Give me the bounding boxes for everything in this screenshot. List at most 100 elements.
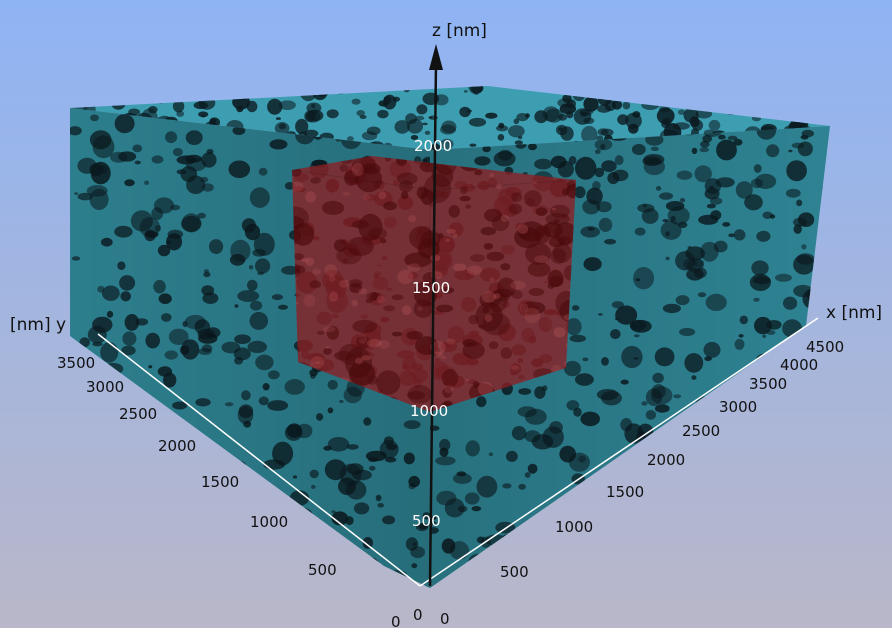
pore bbox=[377, 109, 389, 119]
pore bbox=[632, 111, 641, 118]
pore-highlight bbox=[358, 288, 368, 295]
z-tick-1000: 1000 bbox=[410, 402, 448, 420]
pore-highlight bbox=[378, 191, 387, 200]
pore-highlight bbox=[401, 305, 412, 316]
pore-highlight bbox=[328, 275, 336, 282]
pore-highlight bbox=[481, 291, 496, 303]
z-axis: 0 500 1000 1500 2000 z [nm] bbox=[410, 21, 487, 624]
x-tick-4500: 4500 bbox=[806, 338, 844, 356]
pore bbox=[275, 117, 281, 120]
pore bbox=[431, 164, 454, 188]
pore bbox=[428, 116, 433, 119]
pore bbox=[326, 109, 339, 119]
pore bbox=[562, 94, 572, 103]
pore-highlight bbox=[351, 163, 364, 177]
pore bbox=[468, 314, 479, 325]
pore bbox=[566, 111, 574, 119]
pore-highlight bbox=[524, 307, 540, 324]
z-tick-0: 0 bbox=[413, 606, 423, 624]
pore-highlight bbox=[446, 228, 456, 234]
pore bbox=[513, 118, 520, 125]
y-axis: 0 500 1000 1500 2000 2500 3000 3500 [nm]… bbox=[10, 315, 421, 631]
pore bbox=[542, 106, 560, 122]
pore-highlight bbox=[303, 294, 316, 308]
pore bbox=[583, 117, 595, 125]
pore bbox=[480, 227, 496, 236]
pore bbox=[485, 112, 498, 119]
pore-highlight bbox=[366, 339, 382, 348]
y-tick-2500: 2500 bbox=[119, 405, 157, 423]
x-tick-1000: 1000 bbox=[555, 518, 593, 536]
pore bbox=[407, 390, 426, 400]
pore bbox=[274, 122, 290, 135]
pore bbox=[600, 128, 614, 137]
pore-highlight bbox=[292, 181, 304, 192]
pore bbox=[321, 200, 345, 215]
pore bbox=[346, 236, 374, 257]
x-axis: 0 500 1000 1500 2000 2500 3000 3500 4000… bbox=[419, 303, 882, 628]
pore bbox=[440, 124, 456, 135]
pore bbox=[470, 254, 485, 262]
x-axis-line bbox=[419, 317, 819, 587]
pore-highlight bbox=[305, 257, 315, 266]
pore bbox=[246, 100, 258, 113]
x-tick-0: 0 bbox=[440, 610, 450, 628]
pore bbox=[404, 252, 432, 268]
pore bbox=[356, 110, 365, 117]
pore bbox=[292, 265, 306, 274]
pore bbox=[468, 117, 487, 127]
pore bbox=[347, 136, 354, 142]
pore bbox=[566, 184, 576, 199]
pore bbox=[708, 119, 721, 131]
pore bbox=[348, 279, 363, 288]
pore bbox=[201, 114, 206, 118]
sub-volume-edge bbox=[291, 169, 577, 191]
pore bbox=[491, 215, 510, 232]
pore bbox=[691, 119, 704, 131]
pore-highlight bbox=[477, 381, 493, 396]
pore bbox=[352, 156, 377, 173]
pore bbox=[469, 143, 477, 147]
y-tick-2000: 2000 bbox=[158, 437, 196, 455]
pore-highlight bbox=[496, 183, 503, 190]
pore bbox=[415, 115, 425, 121]
pore-highlight bbox=[553, 327, 566, 338]
pore bbox=[422, 122, 428, 126]
pore-highlight bbox=[325, 346, 331, 349]
pore bbox=[359, 115, 367, 119]
pore bbox=[442, 387, 453, 398]
pore bbox=[474, 169, 483, 176]
pore-highlight bbox=[342, 192, 351, 196]
pore-highlight bbox=[338, 279, 350, 288]
pore bbox=[493, 288, 513, 298]
pore bbox=[380, 238, 387, 244]
pore bbox=[367, 375, 378, 385]
pore bbox=[549, 204, 570, 218]
pore-highlight bbox=[551, 208, 557, 211]
pore bbox=[310, 177, 321, 184]
pore bbox=[368, 227, 388, 240]
pore bbox=[365, 298, 373, 304]
pore bbox=[498, 122, 505, 129]
pore bbox=[356, 335, 371, 349]
pore bbox=[267, 98, 283, 115]
pore-highlight bbox=[510, 365, 520, 370]
pore bbox=[236, 105, 244, 113]
pore bbox=[436, 304, 454, 313]
z-tick-1500: 1500 bbox=[412, 279, 450, 297]
pore-highlight bbox=[328, 291, 339, 302]
pore bbox=[397, 172, 418, 185]
pore bbox=[520, 301, 546, 315]
pore bbox=[527, 262, 551, 277]
pore-highlight bbox=[397, 269, 414, 284]
pore-highlight bbox=[358, 334, 368, 344]
pore bbox=[673, 122, 690, 130]
pore bbox=[662, 117, 672, 126]
pore-highlight bbox=[489, 173, 494, 178]
pore-highlight bbox=[300, 258, 309, 263]
pore bbox=[459, 195, 471, 202]
pore bbox=[486, 251, 505, 262]
pore bbox=[658, 106, 671, 113]
pore-highlight bbox=[379, 340, 390, 349]
